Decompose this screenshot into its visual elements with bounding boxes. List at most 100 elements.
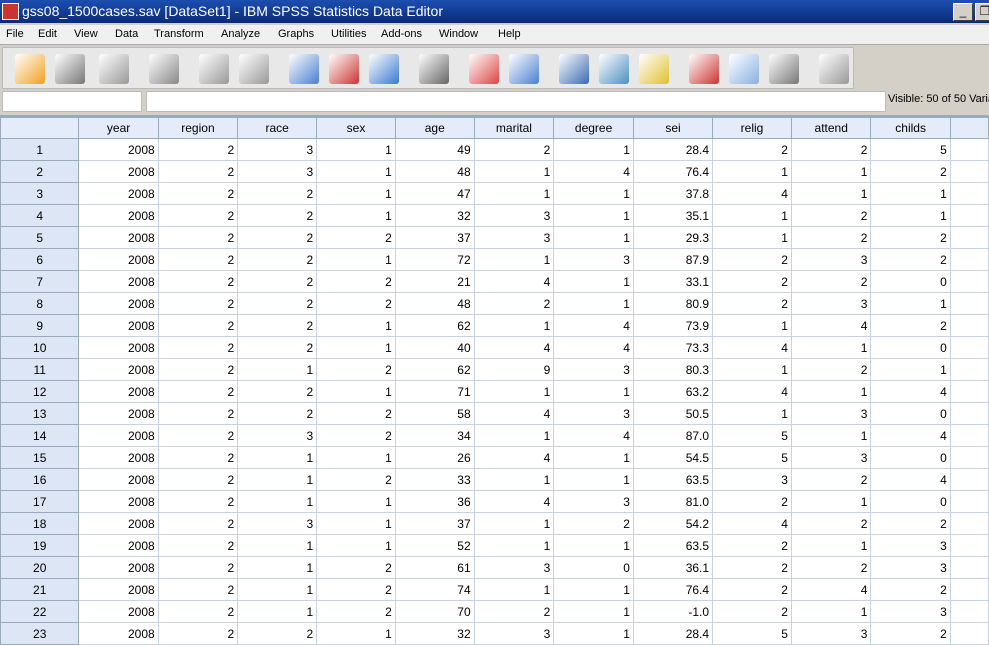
cell-next[interactable] (949, 226, 989, 249)
cell-relig[interactable]: 2 (712, 248, 792, 271)
row-header[interactable]: 10 (0, 336, 80, 359)
cell-marital[interactable]: 4 (473, 490, 555, 513)
cell-race[interactable]: 1 (237, 468, 318, 491)
cell-year[interactable]: 2008 (78, 380, 159, 403)
cell-degree[interactable]: 3 (553, 490, 634, 513)
corner-cell[interactable] (0, 117, 80, 139)
cell-childs[interactable]: 4 (870, 424, 951, 447)
cell-race[interactable]: 3 (237, 138, 318, 161)
cell-sex[interactable]: 1 (316, 160, 396, 183)
cell-attend[interactable]: 3 (790, 402, 872, 425)
cell-childs[interactable]: 4 (870, 380, 951, 403)
cell-race[interactable]: 1 (237, 534, 318, 557)
cell-year[interactable]: 2008 (78, 336, 159, 359)
cell-degree[interactable]: 3 (553, 358, 634, 381)
cell-childs[interactable]: 3 (870, 534, 951, 557)
insert-variable-icon[interactable] (509, 54, 539, 84)
cell-childs[interactable]: 5 (870, 138, 951, 161)
row-header[interactable]: 2 (0, 160, 80, 183)
cell-attend[interactable]: 2 (790, 270, 872, 293)
cell-sei[interactable]: 73.9 (632, 314, 714, 337)
cell-degree[interactable]: 1 (553, 226, 634, 249)
cell-sex[interactable]: 1 (316, 622, 396, 645)
cell-region[interactable]: 2 (157, 622, 239, 645)
cell-year[interactable]: 2008 (78, 182, 159, 205)
cell-race[interactable]: 2 (237, 182, 318, 205)
cell-childs[interactable]: 2 (870, 248, 951, 271)
cell-region[interactable]: 2 (157, 468, 239, 491)
cell-race[interactable]: 2 (237, 380, 318, 403)
cell-relig[interactable]: 2 (712, 600, 792, 623)
cell-sex[interactable]: 1 (316, 380, 396, 403)
variables-icon[interactable] (369, 54, 399, 84)
menu-help[interactable]: Help (498, 28, 521, 40)
menu-analyze[interactable]: Analyze (221, 28, 261, 40)
cell-year[interactable]: 2008 (78, 402, 159, 425)
cell-childs[interactable]: 2 (870, 622, 951, 645)
cell-relig[interactable]: 5 (712, 446, 792, 469)
cell-degree[interactable]: 4 (553, 336, 634, 359)
cell-marital[interactable]: 4 (473, 270, 555, 293)
cell-next[interactable] (949, 490, 989, 513)
cell-relig[interactable]: 4 (712, 182, 792, 205)
cell-region[interactable]: 2 (157, 534, 239, 557)
cell-age[interactable]: 37 (394, 226, 475, 249)
cell-degree[interactable]: 1 (553, 622, 634, 645)
cell-relig[interactable]: 1 (712, 204, 792, 227)
cell-degree[interactable]: 1 (553, 138, 634, 161)
cell-childs[interactable]: 2 (870, 512, 951, 535)
menu-data[interactable]: Data (115, 28, 139, 40)
cell-age[interactable]: 52 (394, 534, 475, 557)
menu-window[interactable]: Window (439, 28, 479, 40)
show-all-variables-icon[interactable] (769, 54, 799, 84)
cell-year[interactable]: 2008 (78, 248, 159, 271)
cell-degree[interactable]: 2 (553, 512, 634, 535)
cell-marital[interactable]: 2 (473, 292, 555, 315)
cell-childs[interactable]: 2 (870, 578, 951, 601)
cell-marital[interactable]: 1 (473, 160, 555, 183)
cell-sei[interactable]: 80.9 (632, 292, 714, 315)
cell-attend[interactable]: 2 (790, 204, 872, 227)
cell-year[interactable]: 2008 (78, 600, 159, 623)
cell-attend[interactable]: 1 (790, 534, 872, 557)
cell-race[interactable]: 1 (237, 358, 318, 381)
cell-marital[interactable]: 4 (473, 402, 555, 425)
cell-next[interactable] (949, 446, 989, 469)
cell-degree[interactable]: 1 (553, 468, 634, 491)
cell-race[interactable]: 2 (237, 248, 318, 271)
cell-marital[interactable]: 9 (473, 358, 555, 381)
cell-age[interactable]: 34 (394, 424, 475, 447)
column-header-sei[interactable]: sei (632, 117, 714, 139)
column-header-race[interactable]: race (237, 117, 318, 139)
cell-sex[interactable]: 2 (316, 402, 396, 425)
cell-region[interactable]: 2 (157, 336, 239, 359)
cell-next[interactable] (949, 292, 989, 315)
cell-relig[interactable]: 1 (712, 402, 792, 425)
print-icon[interactable] (99, 54, 129, 84)
column-header-region[interactable]: region (157, 117, 239, 139)
cell-race[interactable]: 3 (237, 424, 318, 447)
cell-age[interactable]: 26 (394, 446, 475, 469)
cell-next[interactable] (949, 534, 989, 557)
value-labels-icon[interactable] (689, 54, 719, 84)
row-header[interactable]: 17 (0, 490, 80, 513)
cell-age[interactable]: 70 (394, 600, 475, 623)
cell-degree[interactable]: 1 (553, 578, 634, 601)
cell-age[interactable]: 40 (394, 336, 475, 359)
cell-degree[interactable]: 4 (553, 160, 634, 183)
cell-sei[interactable]: 63.2 (632, 380, 714, 403)
cell-relig[interactable]: 4 (712, 380, 792, 403)
cell-race[interactable]: 2 (237, 622, 318, 645)
cell-region[interactable]: 2 (157, 402, 239, 425)
cell-race[interactable]: 3 (237, 512, 318, 535)
cell-year[interactable]: 2008 (78, 556, 159, 579)
cell-degree[interactable]: 4 (553, 424, 634, 447)
cell-region[interactable]: 2 (157, 446, 239, 469)
cell-sei[interactable]: 81.0 (632, 490, 714, 513)
cell-age[interactable]: 33 (394, 468, 475, 491)
cell-sei[interactable]: 33.1 (632, 270, 714, 293)
row-header[interactable]: 11 (0, 358, 80, 381)
cell-childs[interactable]: 0 (870, 402, 951, 425)
cell-region[interactable]: 2 (157, 138, 239, 161)
cell-next[interactable] (949, 380, 989, 403)
